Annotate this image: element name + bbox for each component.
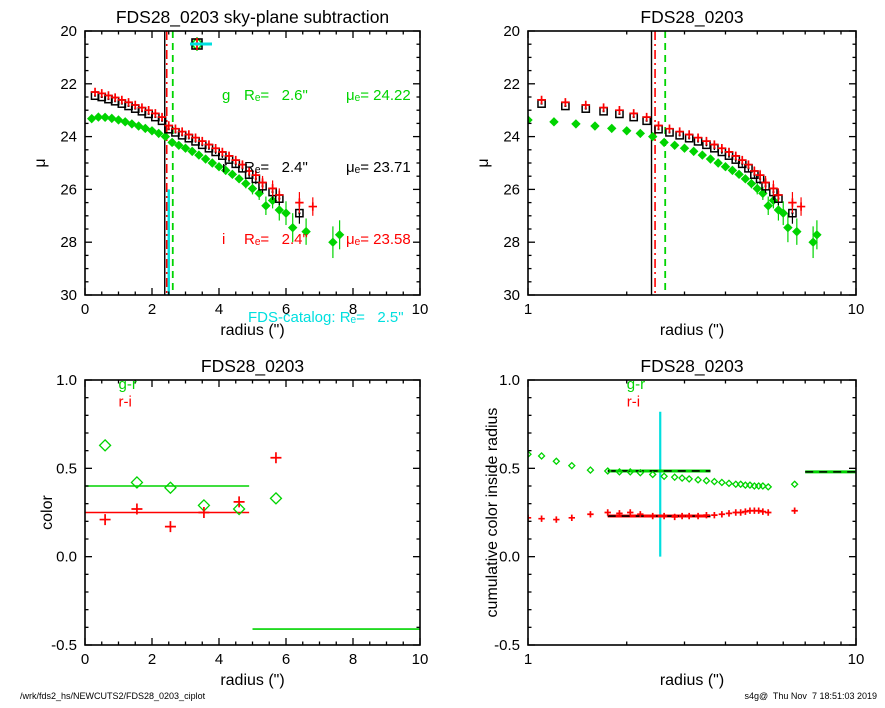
svg-text:24: 24 (503, 129, 520, 146)
svg-text:30: 30 (503, 287, 520, 304)
plot-file-path: /wrk/fds2_hs/NEWCUTS2/FDS28_0203_ciplot (20, 691, 206, 701)
annotation-g-r: g-r (119, 376, 137, 393)
svg-text:20: 20 (60, 23, 77, 40)
legend-band-label: i (222, 231, 226, 248)
axis-ticks (527, 379, 857, 646)
svg-text:8: 8 (349, 651, 357, 668)
legend-re-value: Rₑ= 2.6" (244, 87, 308, 104)
svg-text:2: 2 (148, 301, 156, 318)
legend-band-label: g (222, 87, 231, 104)
panel-title: FDS28_0203 (640, 7, 743, 28)
plot-area-mu-log (528, 31, 822, 295)
svg-text:0.5: 0.5 (56, 460, 77, 477)
svg-text:-0.5: -0.5 (494, 637, 520, 654)
plot-area-sky-subtraction (86, 31, 345, 295)
series-g-r (98, 438, 283, 516)
series-r-i (99, 452, 282, 533)
annotation-g-r: g-r (627, 376, 645, 393)
axis-frame (527, 30, 857, 296)
svg-text:20: 20 (503, 23, 520, 40)
svg-text:8: 8 (349, 301, 357, 318)
svg-text:1: 1 (524, 651, 532, 668)
legend-row-g: g Rₑ= 2.6" μₑ= 24.22 (188, 36, 411, 108)
svg-text:10: 10 (412, 301, 429, 318)
legend-mue-value: μₑ= 24.22 (346, 87, 411, 104)
svg-text:0: 0 (81, 301, 89, 318)
annotation-r-i: r-i (627, 394, 640, 411)
svg-text:0.5: 0.5 (499, 460, 520, 477)
svg-text:22: 22 (60, 76, 77, 93)
svg-text:26: 26 (60, 181, 77, 198)
axis-tick-labels: 1 10 20 22 24 26 28 30 (503, 23, 864, 318)
svg-text:22: 22 (503, 76, 520, 93)
svg-text:0: 0 (81, 651, 89, 668)
panel-title: FDS28_0203 (201, 356, 304, 377)
svg-text:10: 10 (848, 301, 865, 318)
x-axis-label: radius (") (660, 672, 724, 689)
series-i (90, 87, 317, 216)
y-axis-label: cumulative color inside radius (484, 408, 501, 618)
plot-timestamp: s4g@ Thu Nov 7 18:51:03 2019 (744, 691, 877, 701)
plot-area-cumulative-color (528, 411, 856, 557)
svg-text:4: 4 (215, 651, 223, 668)
legend-row-fds-catalog: FDS-catalog: Rₑ= 2.5" (188, 42, 411, 330)
legend-row-i: i Rₑ= 2.4" μₑ= 23.58 (188, 38, 411, 252)
svg-text:10: 10 (848, 651, 865, 668)
x-axis-label: radius (") (660, 322, 724, 339)
series-r-i-cumulative (528, 507, 798, 523)
legend-mue-value: μₑ= 23.58 (346, 231, 411, 248)
legend: g Rₑ= 2.6" μₑ= 24.22 r Rₑ= 2.4" μₑ= 23.7… (188, 36, 411, 378)
svg-text:10: 10 (412, 651, 429, 668)
axis-ticks (84, 379, 421, 646)
svg-text:2: 2 (148, 651, 156, 668)
axis-tick-labels: 0 2 4 6 8 10 1.0 0.5 0.0 -0.5 (51, 372, 428, 668)
svg-text:-0.5: -0.5 (51, 637, 77, 654)
series-g (86, 112, 345, 259)
svg-text:28: 28 (503, 234, 520, 251)
svg-text:4: 4 (215, 301, 223, 318)
axis-ticks (527, 30, 857, 296)
svg-text:28: 28 (60, 234, 77, 251)
svg-text:24: 24 (60, 129, 77, 146)
svg-text:1.0: 1.0 (499, 372, 520, 389)
panel-title: FDS28_0203 (640, 356, 743, 377)
series-g-r-cumulative (528, 450, 799, 491)
svg-text:0.0: 0.0 (499, 549, 520, 566)
x-axis-label: radius (") (220, 672, 284, 689)
svg-text:1.0: 1.0 (56, 372, 77, 389)
y-axis-label: μ (475, 158, 492, 167)
y-axis-label: color (39, 494, 56, 529)
panel-title: FDS28_0203 sky-plane subtraction (116, 7, 389, 28)
svg-text:6: 6 (282, 651, 290, 668)
axis-ticks (84, 30, 421, 296)
legend-re-value: Rₑ= 2.4" (244, 159, 308, 176)
series-g (528, 115, 822, 259)
axis-tick-labels: 1 10 1.0 0.5 0.0 -0.5 (494, 372, 864, 668)
svg-text:26: 26 (503, 181, 520, 198)
series-r (537, 99, 797, 224)
legend-band-label: r (222, 159, 227, 176)
svg-text:1: 1 (524, 301, 532, 318)
legend-re-value: Rₑ= 2.4" (244, 231, 308, 248)
y-axis-label: μ (32, 158, 49, 167)
axis-frame (527, 379, 857, 646)
svg-text:30: 30 (60, 287, 77, 304)
svg-text:6: 6 (282, 301, 290, 318)
series-i (537, 95, 806, 216)
annotation-r-i: r-i (119, 394, 132, 411)
plot-area-color (85, 438, 420, 630)
x-axis-label: radius (") (220, 322, 284, 339)
legend-mue-value: μₑ= 23.71 (346, 159, 411, 176)
legend-catalog-label: FDS-catalog: Rₑ= 2.5" (248, 309, 404, 326)
legend-row-r: r Rₑ= 2.4" μₑ= 23.71 (188, 38, 411, 180)
svg-text:0.0: 0.0 (56, 549, 77, 566)
